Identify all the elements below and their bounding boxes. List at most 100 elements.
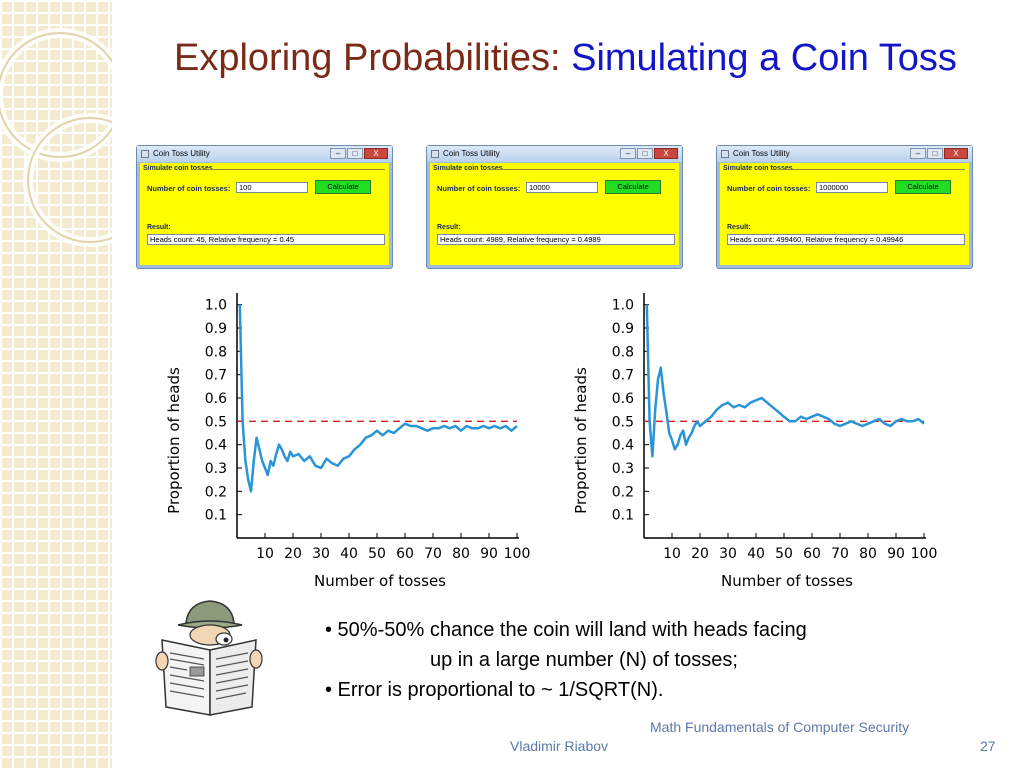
num-tosses-input[interactable]: 100: [236, 182, 308, 193]
x-tick-label: 60: [803, 546, 821, 562]
y-tick-label: 0.5: [612, 414, 634, 430]
y-tick-label: 0.1: [205, 508, 227, 524]
group-label: Simulate coin tosses: [143, 165, 213, 172]
y-tick-label: 0.8: [612, 344, 634, 360]
bullet-item-continuation: up in a large number (N) of tosses;: [430, 649, 738, 671]
y-axis-label: Proportion of heads: [572, 367, 590, 514]
y-tick-label: 0.7: [612, 368, 634, 384]
proportion-chart-right: 0.1 0.2 0.3 0.4 0.5 0.6 0.7 0.8 0.9 1.0 10 20 30 40 50…: [572, 293, 938, 590]
group-label: Simulate coin tosses: [433, 165, 503, 172]
x-tick-label: 90: [480, 546, 498, 562]
result-field[interactable]: Heads count: 499460, Relative frequency …: [727, 234, 965, 245]
x-tick-label: 40: [747, 546, 765, 562]
x-tick-label: 10: [256, 546, 274, 562]
y-tick-label: 0.4: [205, 438, 227, 454]
x-tick-label: 30: [312, 546, 330, 562]
coin-toss-window-1000000[interactable]: Coin Toss Utility – □ X Simulate coin to…: [716, 145, 973, 269]
y-tick-label: 0.3: [612, 461, 634, 477]
y-tick-label: 1.0: [612, 298, 634, 314]
result-label: Result:: [727, 224, 751, 231]
bullet-list: • 50%-50% chance the coin will land with…: [325, 615, 965, 705]
minimize-button[interactable]: –: [620, 148, 636, 159]
y-tick-label: 0.1: [612, 508, 634, 524]
y-tick-label: 0.3: [205, 461, 227, 477]
window-titlebar[interactable]: Coin Toss Utility – □ X: [427, 146, 682, 162]
slide-title: Exploring Probabilities: Simulating a Co…: [174, 36, 974, 80]
calculate-button[interactable]: Calculate: [315, 180, 371, 194]
coin-toss-window-10000[interactable]: Coin Toss Utility – □ X Simulate coin to…: [426, 145, 683, 269]
num-tosses-input[interactable]: 10000: [526, 182, 598, 193]
page-number: 27: [980, 738, 996, 754]
num-tosses-input[interactable]: 1000000: [816, 182, 888, 193]
x-tick-label: 20: [691, 546, 709, 562]
maximize-button[interactable]: □: [637, 148, 653, 159]
window-body: Simulate coin tosses Number of coin toss…: [430, 163, 679, 265]
x-tick-label: 50: [775, 546, 793, 562]
result-label: Result:: [147, 224, 171, 231]
num-tosses-label: Number of coin tosses:: [437, 184, 521, 193]
app-icon: [141, 150, 149, 158]
x-tick-label: 40: [340, 546, 358, 562]
maximize-button[interactable]: □: [347, 148, 363, 159]
window-title: Coin Toss Utility: [443, 149, 500, 158]
maximize-button[interactable]: □: [927, 148, 943, 159]
group-divider: [488, 169, 675, 170]
x-tick-label: 80: [452, 546, 470, 562]
window-title: Coin Toss Utility: [733, 149, 790, 158]
y-tick-label: 0.5: [205, 414, 227, 430]
window-titlebar[interactable]: Coin Toss Utility – □ X: [717, 146, 972, 162]
x-tick-label: 60: [396, 546, 414, 562]
x-tick-label: 100: [504, 546, 531, 562]
decorative-side-strip: [0, 0, 112, 768]
calculate-button[interactable]: Calculate: [605, 180, 661, 194]
window-body: Simulate coin tosses Number of coin toss…: [720, 163, 969, 265]
window-body: Simulate coin tosses Number of coin toss…: [140, 163, 389, 265]
x-tick-label: 80: [859, 546, 877, 562]
bullet-item: • Error is proportional to ~ 1/SQRT(N).: [325, 679, 664, 701]
window-title: Coin Toss Utility: [153, 149, 210, 158]
y-tick-label: 0.6: [205, 391, 227, 407]
y-tick-label: 0.2: [205, 484, 227, 500]
group-divider: [778, 169, 965, 170]
result-field[interactable]: Heads count: 45, Relative frequency = 0.…: [147, 234, 385, 245]
group-label: Simulate coin tosses: [723, 165, 793, 172]
title-sub: Simulating a Coin Toss: [571, 37, 957, 79]
minimize-button[interactable]: –: [910, 148, 926, 159]
y-tick-label: 1.0: [205, 298, 227, 314]
close-button[interactable]: X: [654, 148, 678, 159]
x-axis-label: Number of tosses: [721, 572, 853, 590]
proportion-chart-left: 0.1 0.2 0.3 0.4 0.5 0.6 0.7 0.8 0.9 1.0 10 20 30 40 50…: [165, 293, 531, 590]
y-tick-label: 0.2: [612, 484, 634, 500]
x-tick-label: 10: [663, 546, 681, 562]
footer-course: Math Fundamentals of Computer Security: [650, 719, 910, 735]
x-tick-label: 20: [284, 546, 302, 562]
x-tick-label: 100: [911, 546, 938, 562]
newspaper-reader-icon: [155, 600, 263, 716]
x-tick-label: 90: [887, 546, 905, 562]
y-tick-label: 0.6: [612, 391, 634, 407]
coin-toss-window-100[interactable]: Coin Toss Utility – □ X Simulate coin to…: [136, 145, 393, 269]
num-tosses-label: Number of coin tosses:: [147, 184, 231, 193]
close-button[interactable]: X: [364, 148, 388, 159]
series-line: [645, 304, 925, 458]
x-axis-label: Number of tosses: [314, 572, 446, 590]
footer-author: Vladimir Riabov: [510, 738, 609, 754]
window-titlebar[interactable]: Coin Toss Utility – □ X: [137, 146, 392, 162]
y-tick-label: 0.9: [612, 321, 634, 337]
title-main: Exploring Probabilities:: [174, 37, 572, 79]
y-axis-label: Proportion of heads: [165, 367, 183, 514]
y-tick-label: 0.4: [612, 438, 634, 454]
app-icon: [721, 150, 729, 158]
y-tick-label: 0.8: [205, 344, 227, 360]
close-button[interactable]: X: [944, 148, 968, 159]
minimize-button[interactable]: –: [330, 148, 346, 159]
decorative-circles: [0, 28, 112, 247]
result-field[interactable]: Heads count: 4989, Relative frequency = …: [437, 234, 675, 245]
x-tick-label: 70: [424, 546, 442, 562]
app-icon: [431, 150, 439, 158]
x-tick-label: 30: [719, 546, 737, 562]
x-tick-label: 70: [831, 546, 849, 562]
result-label: Result:: [437, 224, 461, 231]
series-line: [238, 304, 518, 493]
calculate-button[interactable]: Calculate: [895, 180, 951, 194]
